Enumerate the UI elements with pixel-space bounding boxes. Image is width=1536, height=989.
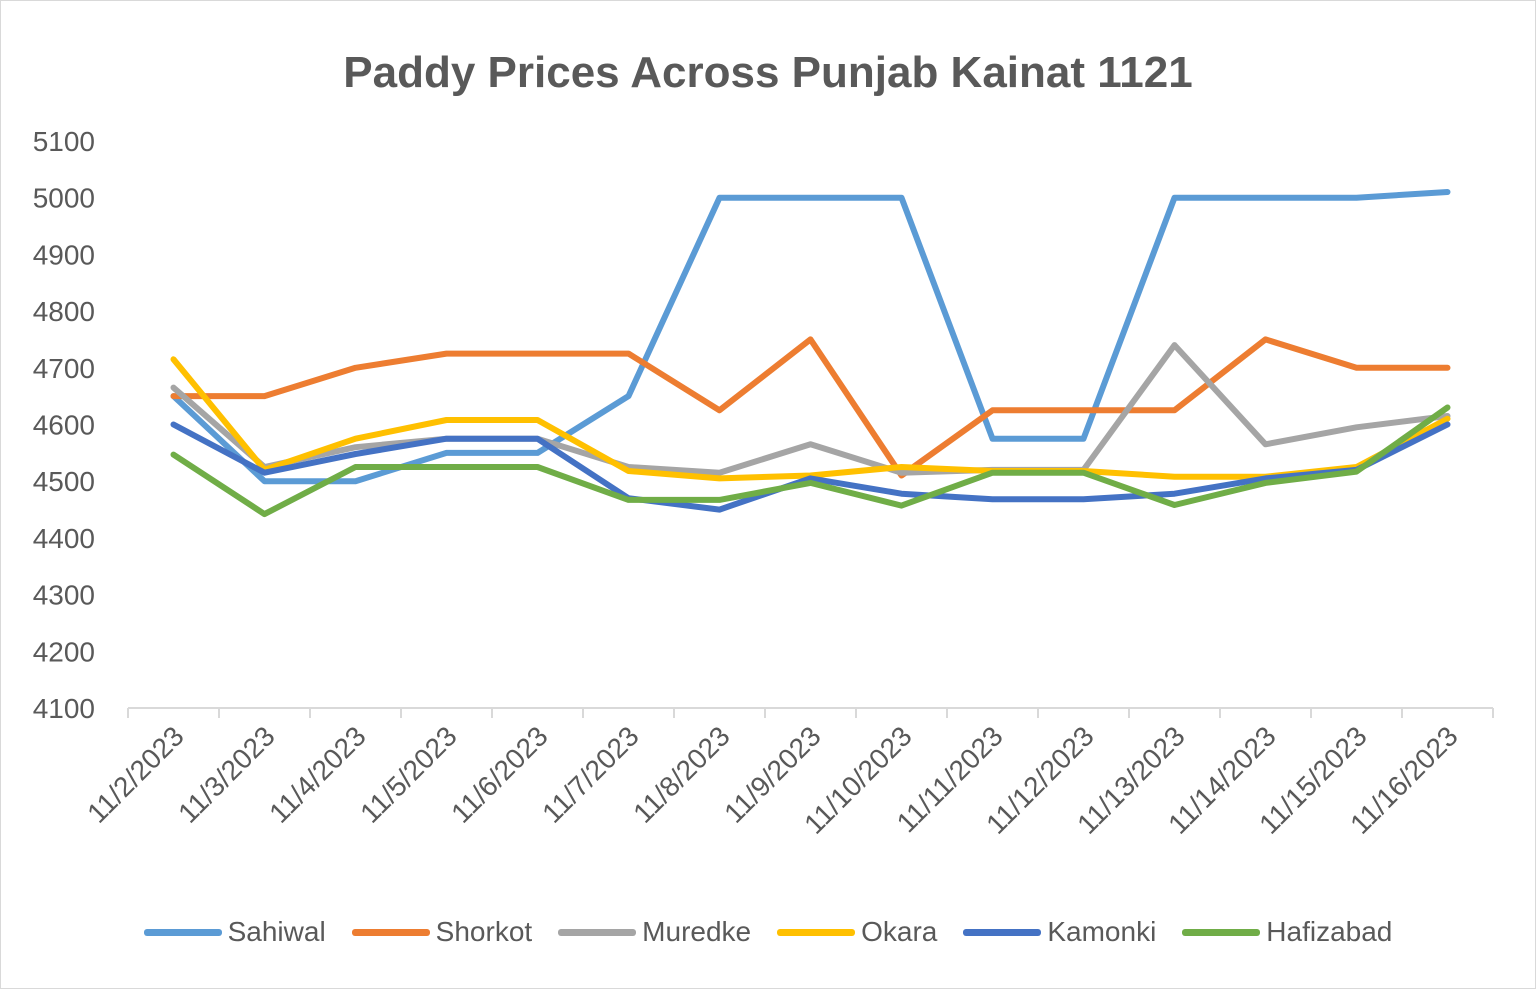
legend-item-muredke: Muredke xyxy=(558,916,751,948)
series-line-kamonki xyxy=(170,421,1451,513)
chart-title: Paddy Prices Across Punjab Kainat 1121 xyxy=(343,48,1193,97)
x-axis: 11/2/202311/3/202311/4/202311/5/202311/6… xyxy=(81,707,1494,840)
legend-swatch xyxy=(777,928,856,936)
y-tick-label: 4300 xyxy=(33,580,95,611)
x-tick-label: 11/6/2023 xyxy=(445,720,554,829)
series-line-hafizabad xyxy=(170,404,1451,518)
legend-item-hafizabad: Hafizabad xyxy=(1182,916,1392,948)
series-line-shorkot xyxy=(170,336,1451,479)
legend-label: Okara xyxy=(861,916,938,947)
legend-swatch xyxy=(558,928,637,936)
y-tick-label: 4500 xyxy=(33,466,95,497)
x-tick-label: 11/3/2023 xyxy=(172,720,281,829)
y-tick-label: 5000 xyxy=(33,183,95,214)
legend-label: Shorkot xyxy=(435,916,533,947)
y-tick-label: 4600 xyxy=(33,410,95,441)
legend-swatch xyxy=(143,928,222,936)
y-axis: 4100 4200 4300 4400 4500 4600 4700 4800 4900 5000… xyxy=(33,126,95,724)
x-tick-label: 11/2/2023 xyxy=(81,720,190,829)
y-tick-label: 4100 xyxy=(33,693,95,724)
legend-swatch xyxy=(963,928,1042,936)
x-tick-label: 11/8/2023 xyxy=(627,720,736,829)
legend-label: Sahiwal xyxy=(227,916,326,947)
x-tick-label: 11/7/2023 xyxy=(536,720,645,829)
y-tick-label: 4900 xyxy=(33,239,95,270)
legend-label: Kamonki xyxy=(1047,916,1157,947)
legend-item-shorkot: Shorkot xyxy=(351,916,533,948)
x-tick-label: 11/4/2023 xyxy=(263,720,372,829)
y-tick-label: 5100 xyxy=(33,126,95,157)
legend-swatch xyxy=(1182,928,1261,936)
legend-label: Muredke xyxy=(642,916,752,947)
series-lines xyxy=(170,189,1451,518)
legend-label: Hafizabad xyxy=(1266,916,1393,947)
y-tick-label: 4200 xyxy=(33,636,95,667)
series-line-muredke xyxy=(170,342,1451,476)
legend-swatch xyxy=(351,928,430,936)
y-tick-label: 4400 xyxy=(33,523,95,554)
series-line-okara xyxy=(170,356,1451,482)
x-tick-label: 11/5/2023 xyxy=(354,720,463,829)
series-line-sahiwal xyxy=(170,189,1451,485)
legend-item-okara: Okara xyxy=(777,916,937,948)
legend-item-kamonki: Kamonki xyxy=(963,916,1156,948)
y-tick-label: 4800 xyxy=(33,296,95,327)
legend-item-sahiwal: Sahiwal xyxy=(143,916,326,948)
legend: Sahiwal Shorkot Muredke Okara Kamonki Hafizab… xyxy=(0,910,1536,954)
y-tick-label: 4700 xyxy=(33,353,95,384)
